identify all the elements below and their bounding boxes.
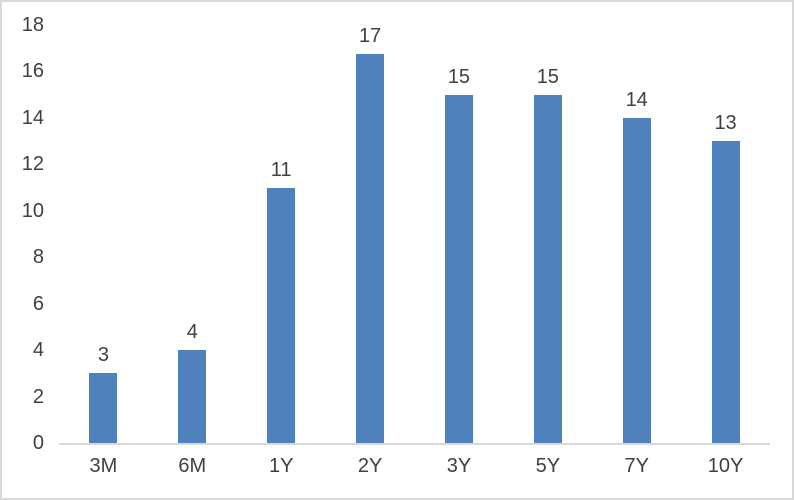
bar-value-label: 11: [270, 158, 292, 181]
x-category-label: 10Y: [707, 455, 744, 477]
y-tick-label: 14: [21, 106, 44, 129]
bar: [356, 54, 385, 443]
y-tick-label: 16: [21, 60, 44, 83]
y-tick-label: 0: [32, 432, 44, 454]
y-axis: 0 2 4 6 8 10 12 14 16 18: [2, 14, 44, 454]
bar-slot: 4: [148, 25, 237, 443]
y-tick-label: 2: [32, 385, 44, 408]
x-category-label: 3M: [89, 455, 118, 477]
x-category-label: 5Y: [535, 455, 561, 477]
bar: [711, 141, 740, 443]
bar: [267, 187, 296, 443]
bar-slot: 17: [326, 25, 415, 443]
bar-value-label: 13: [714, 112, 737, 135]
x-category-label: 2Y: [357, 455, 383, 477]
y-tick-label: 4: [32, 339, 44, 362]
bar-slot: 3: [59, 25, 148, 443]
y-tick-label: 18: [21, 14, 44, 36]
bar-value-label: 4: [186, 321, 198, 344]
y-tick-label: 6: [32, 292, 44, 315]
x-category-label: 6M: [178, 455, 207, 477]
x-category-label: 1Y: [268, 455, 294, 477]
bar-value-label: 17: [358, 25, 382, 47]
x-axis: 3M 6M 1Y 2Y 3Y 5Y 7Y 10Y: [59, 454, 770, 478]
y-tick-label: 8: [32, 246, 44, 269]
bar: [622, 117, 651, 443]
plot-area: 3 4 11 17 15 15 14 13: [59, 25, 770, 445]
bar-value-label: 14: [625, 88, 648, 111]
bar-slot: 14: [592, 25, 681, 443]
bar: [533, 94, 562, 443]
y-tick-label: 12: [21, 153, 44, 176]
bar-slot: 15: [415, 25, 504, 443]
bar-slot: 11: [237, 25, 326, 443]
bar: [444, 94, 473, 443]
y-tick-label: 10: [21, 199, 44, 222]
bar-value-label: 15: [447, 65, 471, 88]
bar-value-label: 3: [97, 344, 109, 367]
bar: [89, 373, 118, 443]
bar: [178, 350, 207, 443]
x-category-label: 7Y: [624, 455, 649, 477]
x-category-label: 3Y: [446, 455, 472, 477]
bar-slot: 13: [681, 25, 770, 443]
bar-slot: 15: [503, 25, 592, 443]
bar-value-label: 15: [536, 65, 559, 88]
